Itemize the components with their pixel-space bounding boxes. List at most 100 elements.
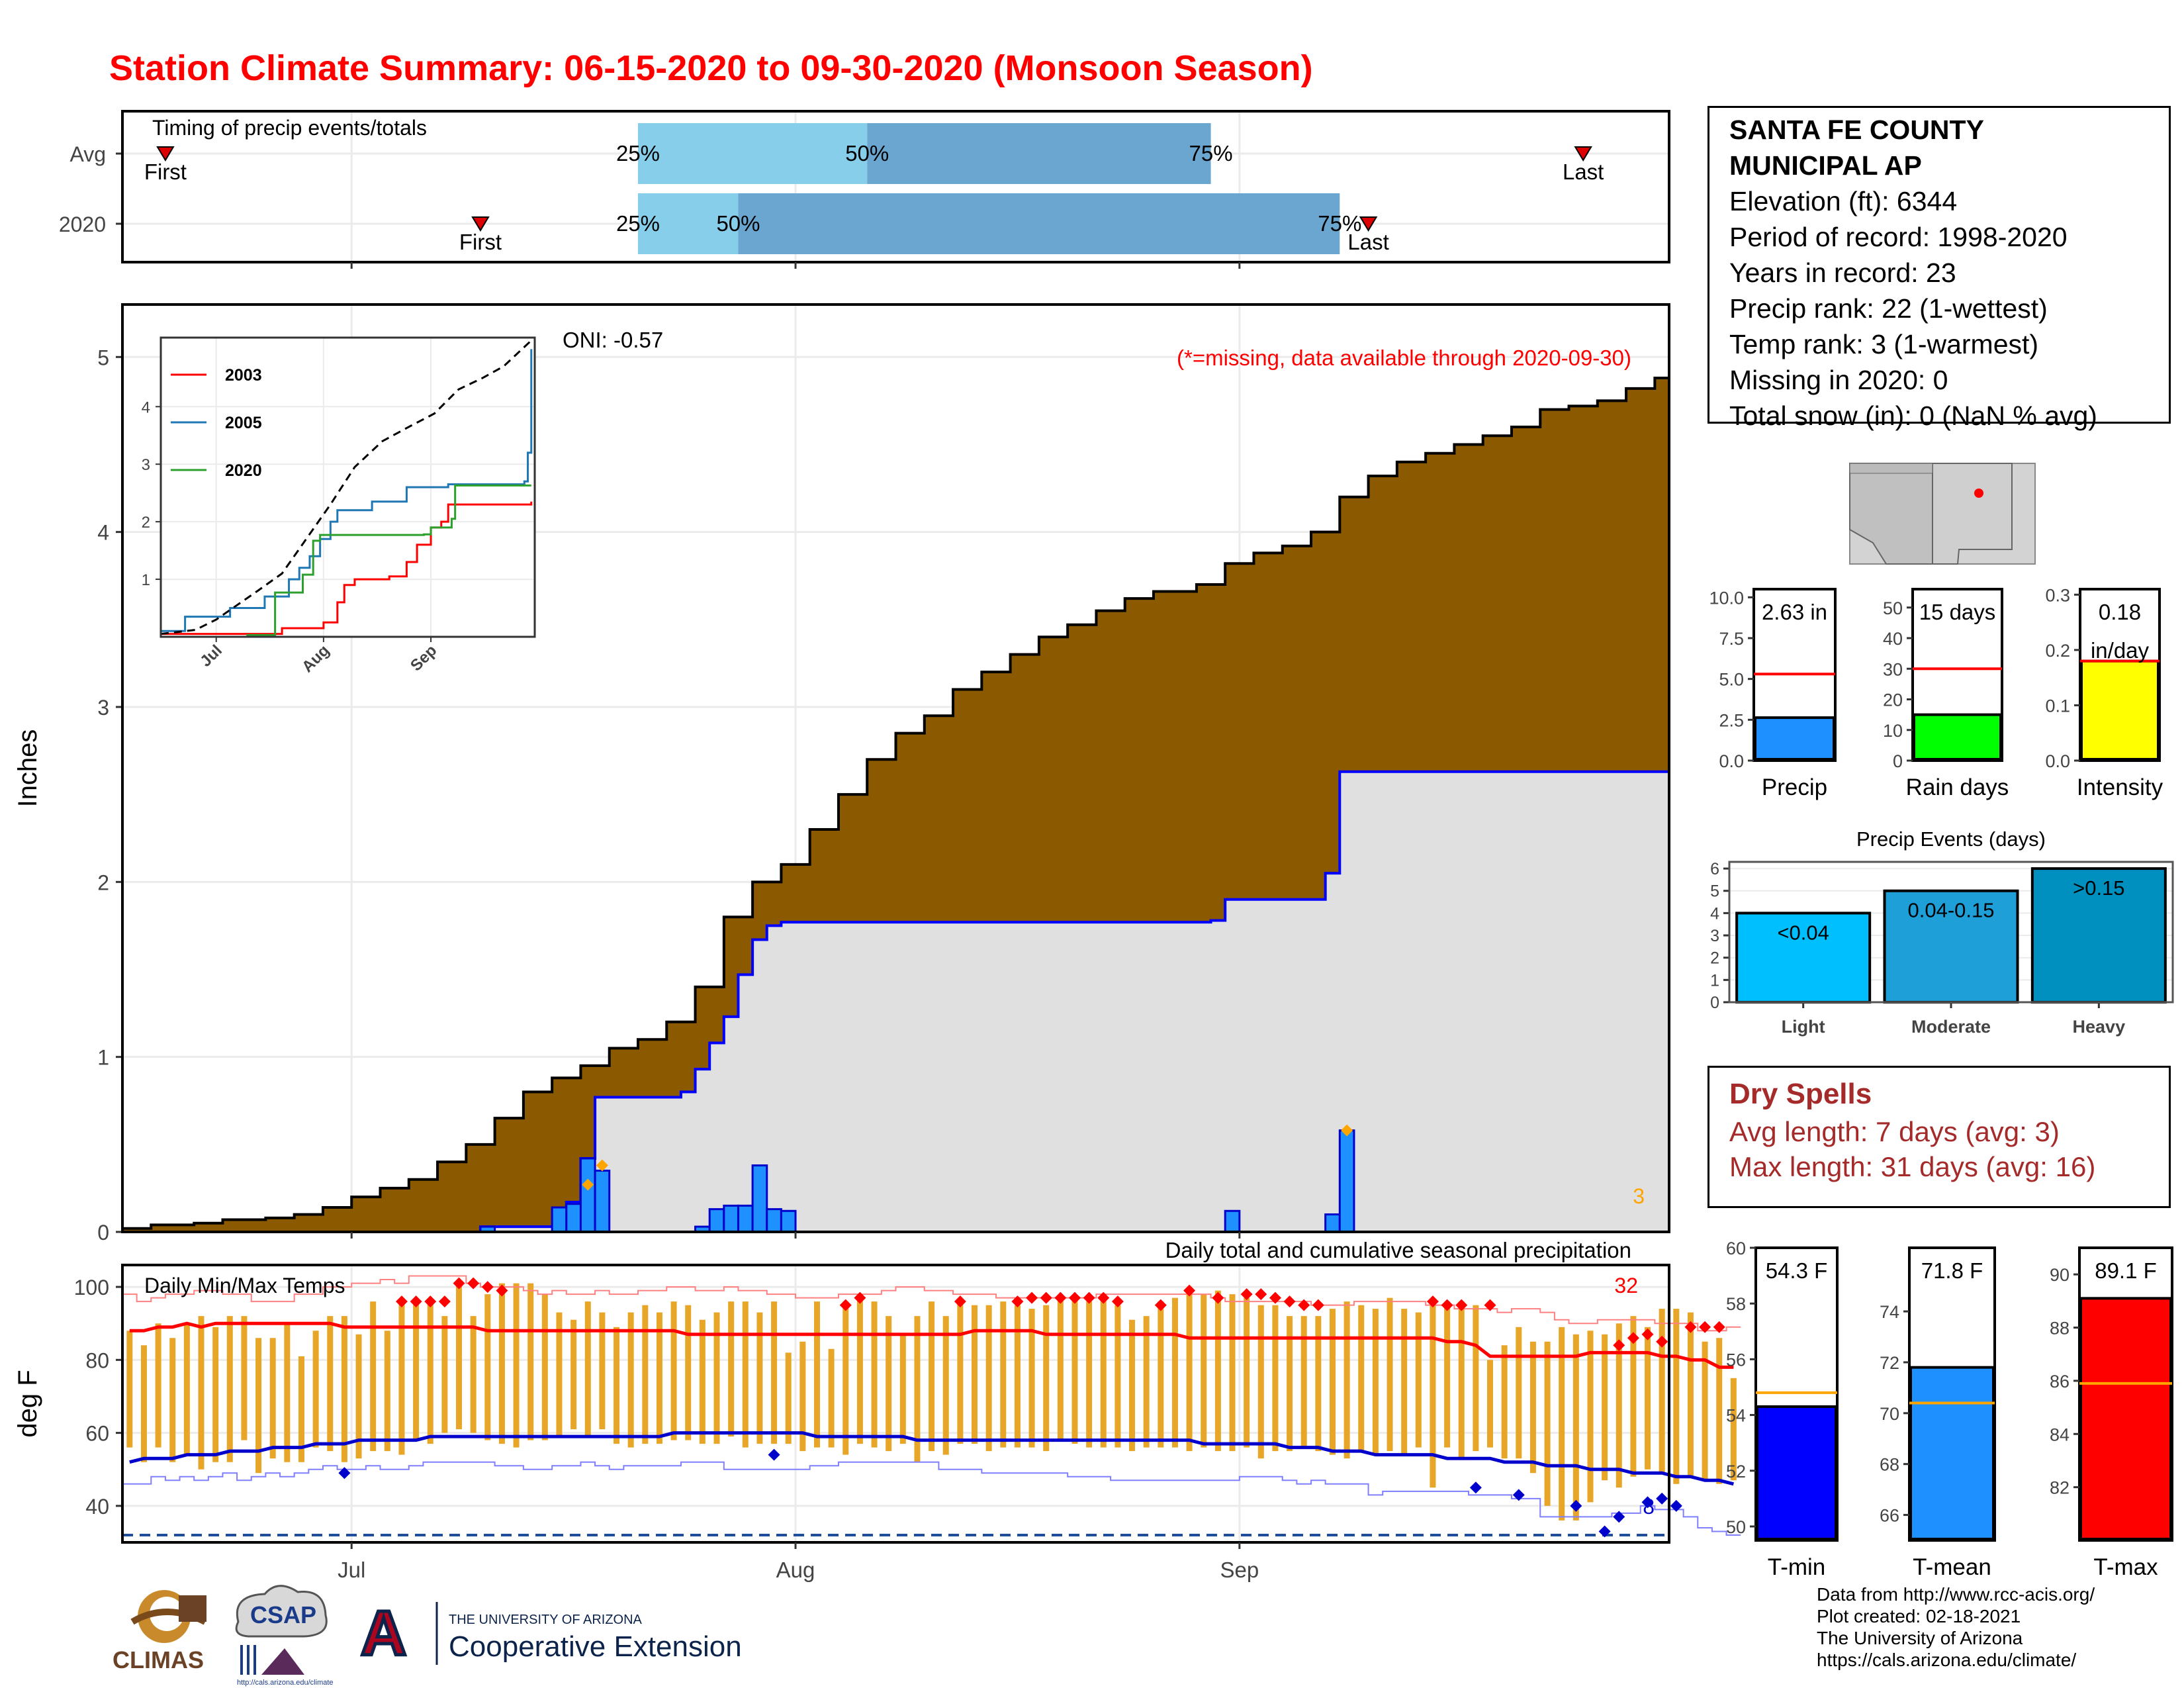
rain-days-category-label: Rain days (1906, 774, 2009, 800)
precip-y-axis-label: Inches (13, 729, 42, 808)
t-mean-value-bar (1909, 1366, 1995, 1541)
hot-day-marker (1083, 1291, 1095, 1304)
timing-label-25: 25% (616, 141, 660, 165)
cold-day-marker (1469, 1481, 1482, 1494)
timing-first-label: First (144, 160, 187, 184)
cold-day-marker (338, 1467, 351, 1479)
t-mean-y-tick-label: 68 (1880, 1455, 1899, 1475)
inset-y-tick-label: 2 (142, 514, 150, 532)
dry-spells-avg: Avg length: 7 days (avg: 3) (1729, 1116, 2060, 1147)
tmin-average-line (129, 1431, 1734, 1486)
temp-y-tick-label: 80 (85, 1348, 109, 1372)
record-high-line (122, 1275, 1741, 1332)
timing-last-marker (1574, 146, 1592, 162)
hot-day-marker (1026, 1291, 1038, 1304)
hot-day-marker (1068, 1291, 1081, 1304)
timing-label-75: 75% (1318, 211, 1361, 236)
precip-y-tick-label: 5 (97, 346, 109, 369)
timing-label-75: 75% (1189, 141, 1233, 165)
t-mean-y-tick-label: 70 (1880, 1404, 1899, 1424)
rain-days-y-tick-label: 40 (1883, 629, 1903, 649)
timing-bar-50-75 (867, 123, 1211, 184)
cold-day-marker (1641, 1496, 1654, 1509)
precip-y-tick-label: 1 (97, 1046, 109, 1070)
daily-precip-bar (579, 1157, 596, 1233)
precip-events-category: Light (1782, 1017, 1825, 1037)
timing-first-marker (156, 146, 175, 162)
precip-events-bar-label: 0.04-0.15 (1908, 899, 1995, 922)
station-missing: Missing in 2020: 0 (1729, 365, 1948, 395)
t-max-value-label: 89.1 F (2095, 1258, 2157, 1283)
rain-days-y-tick-label: 10 (1883, 721, 1903, 741)
hot-day-marker (496, 1284, 508, 1297)
intensity-value-bar (2080, 659, 2160, 761)
hot-day-marker (395, 1295, 408, 1308)
precip-total-value-label: 2.63 in (1762, 600, 1827, 624)
daily-precip-bar (565, 1203, 582, 1233)
page-title: Station Climate Summary: 06-15-2020 to 0… (109, 48, 1313, 88)
hot-day-marker (1426, 1295, 1439, 1308)
precip-events-bar-label: >0.15 (2073, 876, 2124, 900)
rain-days-value-label: 15 days (1919, 600, 1996, 624)
hot-day-marker (1441, 1299, 1453, 1311)
temp-y-tick-label: 100 (74, 1276, 109, 1299)
cumulative-2020-area (122, 771, 1669, 1232)
daily-precip-marker (1341, 1124, 1353, 1137)
precip-events-border (1728, 861, 2174, 1004)
precip-y-tick-label: 3 (97, 696, 109, 720)
hot-day-marker (1054, 1291, 1067, 1304)
precip-events-bar (1735, 912, 1872, 1004)
t-min-y-tick-label: 58 (1726, 1294, 1746, 1314)
temp-panel-bg (122, 1265, 1669, 1542)
map-state-new-mexico (1932, 463, 2013, 565)
inset-legend-label: 2003 (225, 366, 262, 385)
station-name-line1: SANTA FE COUNTY (1729, 115, 1984, 145)
inset-series-average (160, 340, 532, 635)
csap-logo: CSAP http://cals.arizona.edu/climate (235, 1585, 334, 1687)
hot-day-marker (424, 1295, 437, 1308)
daily-precip-bar (780, 1209, 797, 1233)
hot-day-marker (1312, 1299, 1324, 1311)
timing-bar-25-50 (638, 123, 868, 184)
temp-panel-title: Daily Min/Max Temps (144, 1274, 345, 1297)
temp-panel: Daily Min/Max Temps 32 8 40 60 80 100 deg F Jul A… (13, 1264, 1741, 1582)
credits-line2: Plot created: 02-18-2021 (1817, 1606, 2021, 1626)
temp-panel-border (121, 1264, 1670, 1544)
timing-row-label: 2020 (59, 212, 106, 236)
precip-total-value-bar (1754, 716, 1835, 761)
inset-bg (161, 338, 535, 637)
precip-events-category: Heavy (2073, 1017, 2126, 1037)
inset-y-tick-label: 4 (142, 399, 150, 416)
station-period: Period of record: 1998-2020 (1729, 222, 2068, 252)
hot-day-marker (1455, 1299, 1468, 1311)
intensity-value-label2: in/day (2091, 638, 2150, 663)
precip-events-bar (2030, 867, 2167, 1004)
hot-day-marker (1684, 1321, 1697, 1333)
record-low-line (122, 1461, 1741, 1536)
hot-day-marker (854, 1291, 866, 1304)
credits-line1: Data from http://www.rcc-acis.org/ (1817, 1584, 2095, 1605)
precip-total-y-tick-label: 7.5 (1719, 629, 1744, 649)
rain-days-value-bar (1913, 713, 2002, 761)
map-state-border-north (1849, 463, 1933, 474)
map-station-dot (1974, 489, 1983, 498)
inset-series-2003 (161, 501, 533, 635)
x-axis-month-label: Jul (338, 1558, 365, 1582)
intensity-y-tick-label: 0.1 (2045, 696, 2070, 716)
inset-legend-label: 2005 (225, 414, 262, 432)
dry-spells-box: Dry Spells Avg length: 7 days (avg: 3) M… (1707, 1066, 2171, 1208)
intensity-chart: 0.18 in/day 0.0 0.1 0.2 0.3 Intensity (2045, 585, 2163, 800)
t-max-y-tick-label: 84 (2050, 1425, 2070, 1444)
station-precip-rank: Precip rank: 22 (1-wettest) (1729, 293, 2048, 324)
hot-day-marker (1641, 1328, 1654, 1340)
t-max-y-tick-label: 90 (2050, 1265, 2070, 1285)
intensity-y-tick-label: 0.0 (2045, 751, 2070, 771)
daily-precip-bar (751, 1164, 768, 1233)
rain-days-y-tick-label: 50 (1883, 598, 1903, 618)
timing-panel: 25% 50% 75% First Last Avg 25% 50% 75% First Last 2… (59, 110, 1670, 269)
t-min-chart: 54.3 F 50 52 54 56 58 60 T-min (1726, 1239, 1839, 1580)
cold-day-marker (1570, 1499, 1582, 1512)
rain-days-y-tick-label: 30 (1883, 659, 1903, 679)
temp-y-axis-label: deg F (13, 1370, 42, 1437)
precip-events-y-tick-label: 5 (1710, 882, 1719, 901)
